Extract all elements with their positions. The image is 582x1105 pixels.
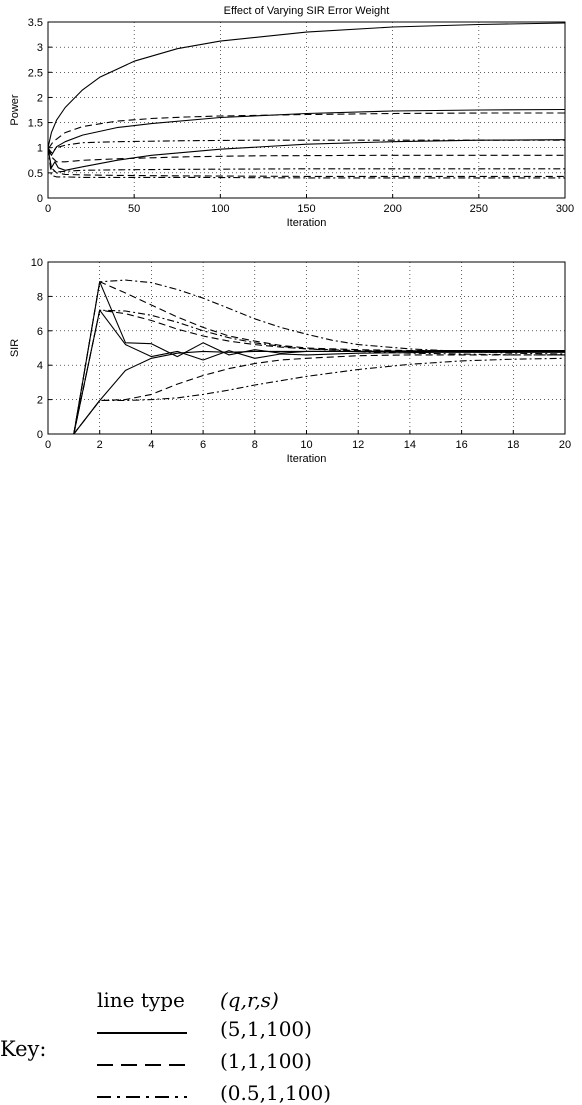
x-tick-label: 200 [383, 203, 401, 215]
key-label: Key: [0, 1037, 47, 1061]
key-header-params: (q,r,s) [220, 988, 279, 1012]
y-tick-label: 10 [31, 257, 43, 269]
y-tick-label: 0 [37, 429, 43, 441]
key-row-solid-params: (5,1,100) [220, 1017, 312, 1041]
y-tick-label: 6 [37, 326, 43, 338]
key-header-line-type: line type [97, 988, 185, 1012]
series-line-dashed [47, 112, 565, 149]
y-axis-label: Power [9, 94, 21, 126]
series-line-dashed [73, 309, 565, 435]
y-tick-label: 2.5 [28, 67, 43, 79]
x-tick-label: 18 [507, 439, 519, 451]
x-tick-label: 0 [45, 439, 51, 451]
series-line-dashdot [73, 357, 566, 435]
x-tick-label: 20 [559, 439, 571, 451]
key-legend: Key: line type (q,r,s) (5,1,100) (1,1,10… [0, 488, 582, 1105]
key-row-dashdot-params: (0.5,1,100) [220, 1081, 332, 1105]
y-tick-label: 4 [37, 360, 43, 372]
series-line-dashed [73, 354, 565, 435]
key-row-dashed-params: (1,1,100) [220, 1049, 312, 1073]
x-tick-label: 150 [297, 203, 315, 215]
series-line-solid [47, 22, 566, 148]
sir-plot: 0 2 4 6 8 10 12 14 16 18 20 0 2 4 6 8 10 Iteration SIR [9, 257, 571, 465]
y-tick-label: 1 [37, 143, 43, 155]
series-line-dashdot [73, 309, 565, 435]
y-tick-label: 3 [37, 42, 43, 54]
figure-plots: 0 50 100 150 200 250 30000.511.522.533.5Effect… [9, 5, 574, 465]
y-tick-label: 2 [37, 92, 43, 104]
x-axis-label: Iteration [287, 453, 327, 465]
y-tick-label: 0 [37, 193, 43, 205]
x-tick-label: 10 [300, 439, 312, 451]
y-axis-label: SIR [9, 339, 21, 357]
y-tick-label: 2 [37, 395, 43, 407]
series-line-dashed [47, 147, 565, 177]
x-tick-label: 6 [200, 439, 206, 451]
series-line-solid [73, 309, 565, 435]
series-line-dashdot [47, 147, 565, 179]
series-line-dashdot [47, 139, 565, 154]
x-tick-label: 0 [45, 203, 51, 215]
y-tick-label: 1.5 [28, 118, 43, 130]
series-line-dashed [73, 281, 565, 435]
x-tick-label: 8 [252, 439, 258, 451]
x-tick-label: 300 [556, 203, 574, 215]
x-tick-label: 50 [128, 203, 140, 215]
x-tick-label: 14 [404, 439, 416, 451]
series-line-solid [47, 108, 566, 156]
power-plot: 0 50 100 150 200 250 300 0 0.5 1 1.5 2 2.5 3 3.5 Effect… [9, 5, 574, 229]
y-tick-label: 3.5 [28, 17, 43, 29]
chart-title: Effect of Varying SIR Error Weight [224, 5, 390, 17]
series-line-solid [47, 139, 566, 171]
y-tick-label: 8 [37, 291, 43, 303]
key-swatch-dashdot [97, 1096, 187, 1098]
key-swatch-dashed [97, 1064, 187, 1066]
y-tick-label: 0.5 [28, 168, 43, 180]
x-tick-label: 16 [455, 439, 467, 451]
x-tick-label: 4 [148, 439, 154, 451]
x-tick-label: 100 [211, 203, 229, 215]
x-tick-label: 250 [470, 203, 488, 215]
x-tick-label: 12 [352, 439, 364, 451]
x-axis-label: Iteration [287, 217, 327, 229]
plot-frame [47, 261, 566, 435]
x-tick-label: 2 [97, 439, 103, 451]
series-line-dashdot [73, 279, 566, 435]
series-line-solid [73, 350, 565, 435]
key-swatch-solid [97, 1032, 187, 1034]
series-line-dashed [47, 147, 565, 163]
